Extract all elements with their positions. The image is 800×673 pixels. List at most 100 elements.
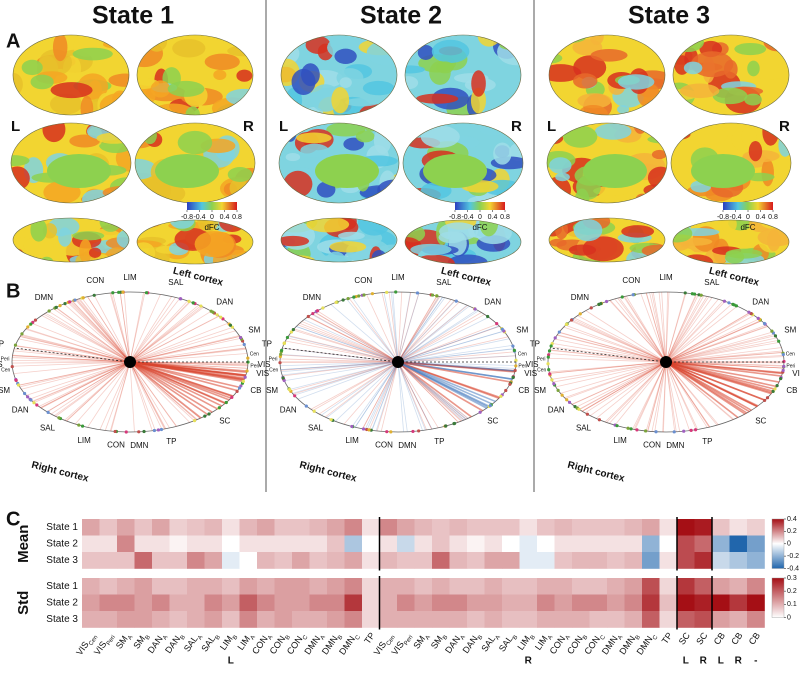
heatmap-cell [380, 552, 398, 569]
node-dot [550, 344, 553, 347]
brain-patch [122, 110, 161, 135]
heatmap-cell [625, 519, 643, 536]
colorbar-tick-label: -0.8 [717, 214, 729, 221]
node-dot [565, 323, 568, 326]
x-tick-label: VISPeri [92, 631, 116, 659]
network-label: SAL [704, 278, 720, 287]
brain-patch [195, 231, 235, 257]
brain-patch [432, 40, 470, 63]
heatmap-cell [397, 578, 415, 595]
network-label: CON [643, 441, 661, 450]
brain-patch [662, 247, 699, 273]
brain-surface [117, 31, 262, 126]
heatmap-cell [345, 519, 363, 536]
brain-surface [393, 122, 529, 207]
heatmap-cell [467, 552, 485, 569]
heatmap-cell [502, 611, 520, 628]
medial-wall [691, 154, 755, 188]
heatmap-cell [432, 552, 450, 569]
group-label: - [754, 656, 757, 667]
brain-patch [89, 248, 101, 258]
node-dot [229, 324, 232, 327]
heatmap-cell [520, 611, 538, 628]
node-dot [111, 291, 114, 294]
heatmap-cell [275, 611, 293, 628]
heatmap-cell [502, 595, 520, 612]
heatmap-cell [520, 519, 538, 536]
heatmap-cell [625, 595, 643, 612]
heatmap-cell [677, 536, 695, 553]
node-dot [293, 394, 296, 397]
heatmap-cell [275, 595, 293, 612]
node-dot [577, 408, 580, 411]
node-dot [307, 315, 310, 318]
heatmap-cell [327, 595, 345, 612]
heatmap-cell [432, 578, 450, 595]
node-dot [455, 300, 458, 303]
heatmap-cell [730, 578, 748, 595]
node-dot [394, 290, 397, 293]
center-node [660, 356, 672, 368]
network-label: VIS [524, 369, 537, 378]
heatmap-cell [100, 519, 118, 536]
connection [66, 362, 130, 421]
heatmap-cell [82, 578, 100, 595]
network-label: SM [784, 326, 796, 335]
x-tick-label: LIMB [516, 631, 537, 654]
heatmap-cell [345, 578, 363, 595]
heatmap-cell [327, 611, 345, 628]
colorbar-tick-label: 0.2 [787, 588, 797, 595]
heatmap-cell [747, 536, 765, 553]
medial-wall [315, 154, 379, 188]
row-label: State 1 [46, 581, 78, 592]
network-label: TP [262, 340, 272, 349]
heatmap-cell [660, 595, 678, 612]
heatmap-cell [537, 611, 555, 628]
heatmap-cell [380, 519, 398, 536]
heatmap-cell [187, 578, 205, 595]
heatmap-cell [170, 552, 188, 569]
node-dot [763, 322, 766, 325]
colorbar [772, 519, 784, 569]
heatmap-cell [572, 611, 590, 628]
node-dot [547, 368, 550, 371]
node-dot [35, 403, 38, 406]
node-dot [32, 401, 35, 404]
heatmap-cell [397, 611, 415, 628]
x-tick-label: SALB [200, 631, 222, 655]
node-dot [777, 340, 780, 343]
heatmap-cell [747, 519, 765, 536]
heatmap-cell [695, 595, 713, 612]
heatmap-cell [590, 519, 608, 536]
heatmap-cell [572, 519, 590, 536]
node-dot [733, 303, 736, 306]
x-tick-label: DANA [146, 631, 169, 657]
brain-surface [267, 210, 412, 270]
brain-patch [569, 244, 596, 255]
node-dot [453, 422, 456, 425]
network-label: DMN [130, 441, 148, 450]
brain-patch [574, 219, 603, 241]
heatmap-cell [222, 611, 240, 628]
node-dot [727, 301, 730, 304]
row-label: State 1 [46, 522, 78, 533]
brain-patch [416, 94, 458, 104]
heatmap-cell [135, 552, 153, 569]
node-dot [29, 322, 32, 325]
heatmap-cell [625, 611, 643, 628]
heatmap-cell [555, 536, 573, 553]
colorbar-tick-label: -0.4 [193, 214, 205, 221]
colorbar-tick-label: -0.8 [449, 214, 461, 221]
colorbar [187, 202, 237, 210]
network-label: CON [622, 276, 640, 285]
heatmap-cell [450, 611, 468, 628]
brain-patch [51, 82, 93, 98]
node-dot [283, 342, 286, 345]
group-label: R [525, 656, 533, 667]
brain-patch [226, 89, 262, 106]
connection [21, 335, 130, 362]
node-dot [114, 430, 117, 433]
node-dot [117, 291, 120, 294]
brain-patch [734, 43, 766, 55]
